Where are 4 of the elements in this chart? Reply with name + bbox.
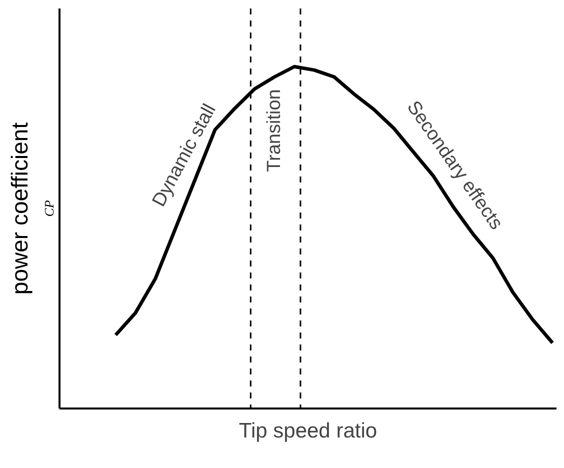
x-axis-title: Tip speed ratio — [238, 420, 378, 442]
text: CP — [42, 200, 56, 217]
annotation: Transition — [264, 89, 285, 172]
y-axis-title: power coefficient — [6, 122, 32, 295]
